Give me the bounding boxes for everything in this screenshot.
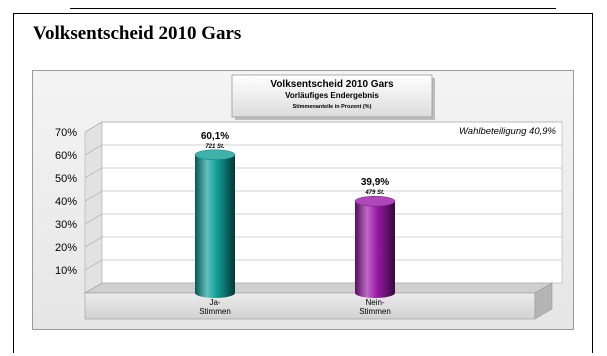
y-tick-label: 60% [55,150,77,162]
y-tick-label: 10% [55,265,77,277]
gridline-side [84,259,103,271]
y-tick-label: 50% [55,173,77,185]
x-tick-label: Ja- [209,298,220,307]
bars: 60,1% 721 St. 39,9% 479 St. [194,131,396,298]
y-tick-label: 40% [55,196,77,208]
y-tick-label: 70% [55,127,77,139]
bar-top [194,149,236,161]
gridline-side [84,190,103,202]
chart-note: Stimmenanteile in Prozent (%) [293,104,372,110]
content-frame [13,13,593,353]
floor-side [534,282,553,320]
y-tick-label: 30% [55,219,77,231]
bar: 60,1% 721 St. [194,131,236,298]
back-wall [101,121,563,284]
bar-top [354,195,396,207]
floor-front [84,292,536,320]
chart-subtitle: Vorläufiges Endergebnis [285,91,379,100]
gridlines [84,121,562,271]
side-wall [84,121,103,294]
title-box [231,74,433,118]
chart-title: Volksentscheid 2010 Gars [270,79,394,90]
results-chart: Volksentscheid 2010 Gars Vorläufiges End… [32,70,574,330]
value-label: 60,1% [201,131,229,142]
x-tick-label: Stimmen [359,307,391,316]
gridline-side [84,144,103,156]
x-tick-label: Stimmen [199,307,231,316]
gridline-side [84,121,103,133]
bar: 39,9% 479 St. [354,177,396,298]
votes-label: 479 St. [364,190,385,196]
turnout-annotation: Wahlbeteiligung 40,9% [459,126,557,137]
x-tick-label: Nein- [365,298,384,307]
gridline-side [84,236,103,248]
floor-top [83,282,554,294]
y-tick-label: 20% [55,242,77,254]
gridline-side [84,213,103,225]
top-rule [70,8,556,9]
y-axis-ticks: 10% 20% 30% 40% 50% 60% 70% [55,127,77,277]
value-label: 39,9% [361,177,389,188]
page-heading: Volksentscheid 2010 Gars [33,23,242,44]
gridline-side [84,167,103,179]
bar-body [355,201,395,298]
votes-label: 721 St. [205,144,225,150]
bar-body [195,154,235,298]
